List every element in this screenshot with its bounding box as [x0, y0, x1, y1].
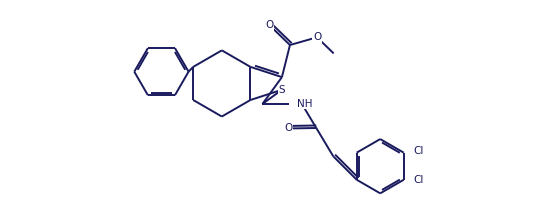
Text: O: O: [284, 123, 292, 133]
Text: NH: NH: [297, 99, 313, 109]
Text: O: O: [266, 20, 274, 30]
Text: O: O: [313, 32, 321, 42]
Text: S: S: [279, 85, 285, 95]
Text: Cl: Cl: [414, 146, 424, 156]
Text: Cl: Cl: [414, 175, 424, 185]
